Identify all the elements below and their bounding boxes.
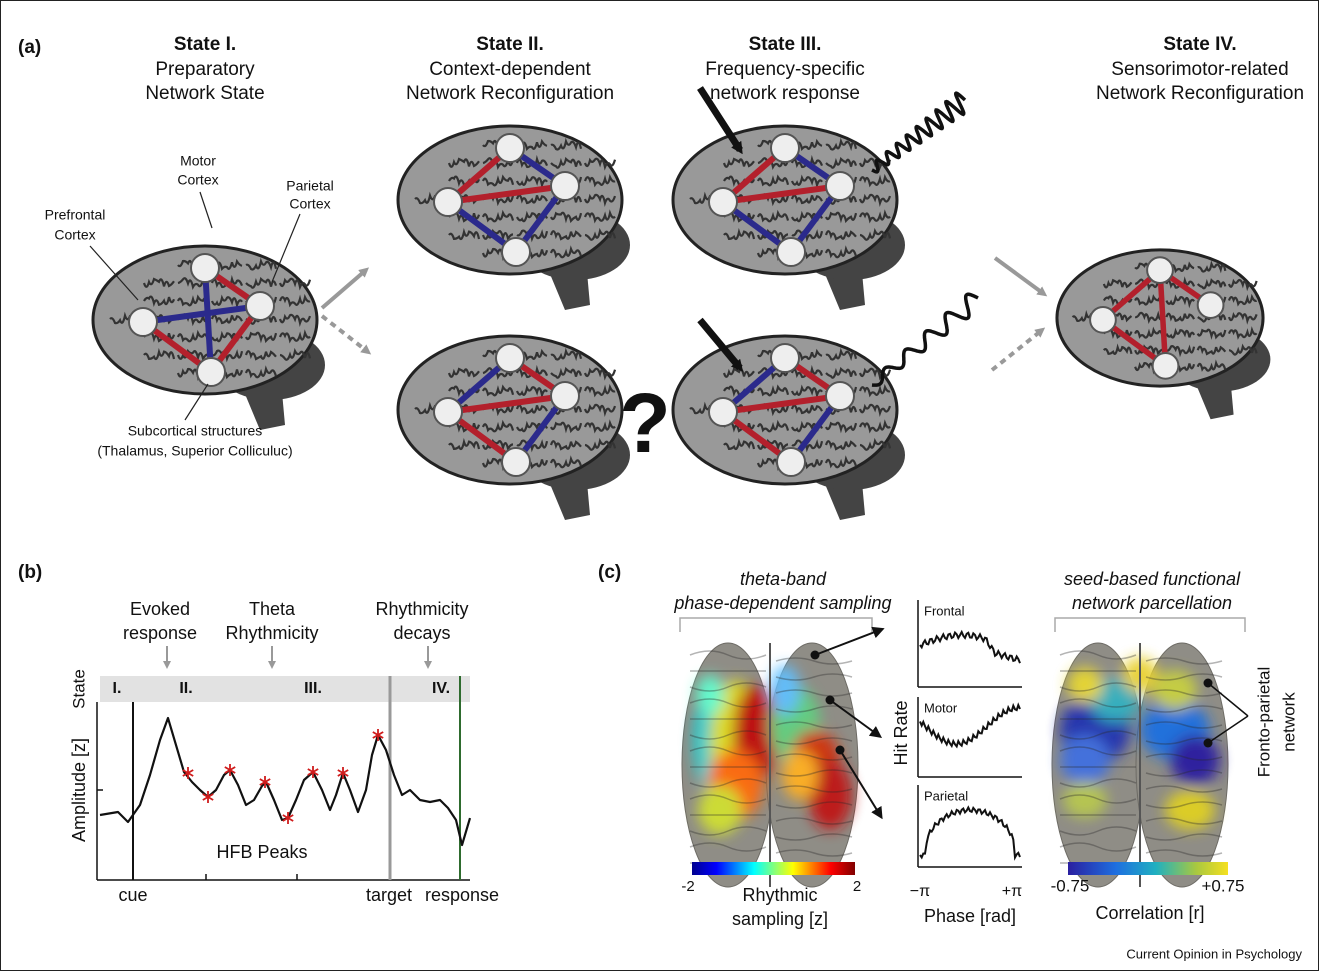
axis-label: Amplitude [z] [69,738,89,842]
colorbar-label: 2 [853,878,861,895]
phase-label: Rhythmicity [225,623,318,643]
region-label: Motor [180,153,216,169]
state-label: I. [113,680,122,697]
state-subtitle: Frequency-specific [705,59,864,80]
axis-label: Phase [rad] [924,906,1016,926]
plot-label: Frontal [924,603,965,618]
network-label: Fronto-parietal [1254,667,1273,778]
event-label: cue [118,885,147,905]
footer: Current Opinion in Psychology [1126,946,1302,961]
panel-label: (c) [598,562,621,583]
network-node [551,172,579,200]
network-node [709,188,737,216]
state-label: IV. [432,680,450,697]
state-bar [100,676,470,702]
network-node [1090,307,1116,333]
event-label: target [366,885,412,905]
network-node [1198,292,1224,318]
network-node [551,382,579,410]
network-node [246,292,274,320]
state-subtitle: Network Reconfiguration [1096,83,1304,104]
plot-label: Motor [924,700,958,715]
state-title: State III. [749,34,822,55]
colorbar [692,862,855,875]
peaks-label: HFB Peaks [216,842,307,862]
state-label: III. [304,680,322,697]
network-node [771,344,799,372]
network-node [709,398,737,426]
brain-topview [1052,643,1228,887]
plot-label: Parietal [924,788,968,803]
region-label: Prefrontal [45,207,106,223]
network-node [771,134,799,162]
state-title: State II. [476,34,544,55]
state-subtitle: Sensorimotor-related [1111,59,1288,80]
colorbar-label: -0.75 [1051,876,1090,895]
phase-label: decays [393,623,450,643]
network-node [434,398,462,426]
state-subtitle: network response [710,83,860,104]
map-title: seed-based functional [1064,569,1241,589]
network-node [496,134,524,162]
panel-label: (a) [18,37,41,58]
colorbar-title: sampling [z] [732,909,828,929]
state-subtitle: Network Reconfiguration [406,83,614,104]
colorbar [1068,862,1228,875]
network-node [129,308,157,336]
region-label: (Thalamus, Superior Colliculuc) [97,443,292,459]
colorbar-title: Rhythmic [742,885,817,905]
region-label: Cortex [177,172,218,188]
phase-label: Theta [249,599,296,619]
phase-label: Rhythmicity [375,599,468,619]
region-label: Cortex [289,196,330,212]
network-node [1147,257,1173,283]
tick-label: +π [1002,883,1022,900]
network-node [777,238,805,266]
network-node [434,188,462,216]
region-label: Parietal [286,178,333,194]
state-subtitle: Network State [145,83,264,104]
state-subtitle: Context-dependent [429,59,591,80]
colorbar-label: -2 [681,878,694,895]
figure: (a) State I. Preparatory Network State State… [0,0,1319,971]
phase-label: Evoked [130,599,190,619]
map-title: phase-dependent sampling [673,593,891,613]
state-label: II. [179,680,192,697]
network-node [777,448,805,476]
network-node [496,344,524,372]
region-label: Subcortical structures [128,423,263,439]
activation-blob [1067,667,1103,703]
brain-topview [682,643,858,887]
network-node [502,448,530,476]
network-node [502,238,530,266]
question-mark: ? [619,376,670,470]
network-node [197,358,225,386]
state-title: State IV. [1163,34,1236,55]
activation-blob [698,785,742,835]
map-title: theta-band [740,569,827,589]
state-title: State I. [174,34,236,55]
map-title: network parcellation [1072,593,1232,613]
colorbar-label: +0.75 [1201,876,1244,895]
region-label: Cortex [54,227,95,243]
axis-label: Hit Rate [891,700,911,765]
phase-label: response [123,623,197,643]
axis-label: State [69,669,88,709]
network-label: network [1279,692,1298,752]
network-node [826,382,854,410]
activation-blob [1060,735,1110,785]
colorbar-title: Correlation [r] [1095,903,1204,923]
tick-label: −π [910,883,930,900]
network-node [1153,353,1179,379]
activation-blob [696,675,724,715]
event-label: response [425,885,499,905]
panel-label: (b) [18,562,42,583]
state-subtitle: Preparatory [155,59,255,80]
network-node [826,172,854,200]
network-node [191,254,219,282]
